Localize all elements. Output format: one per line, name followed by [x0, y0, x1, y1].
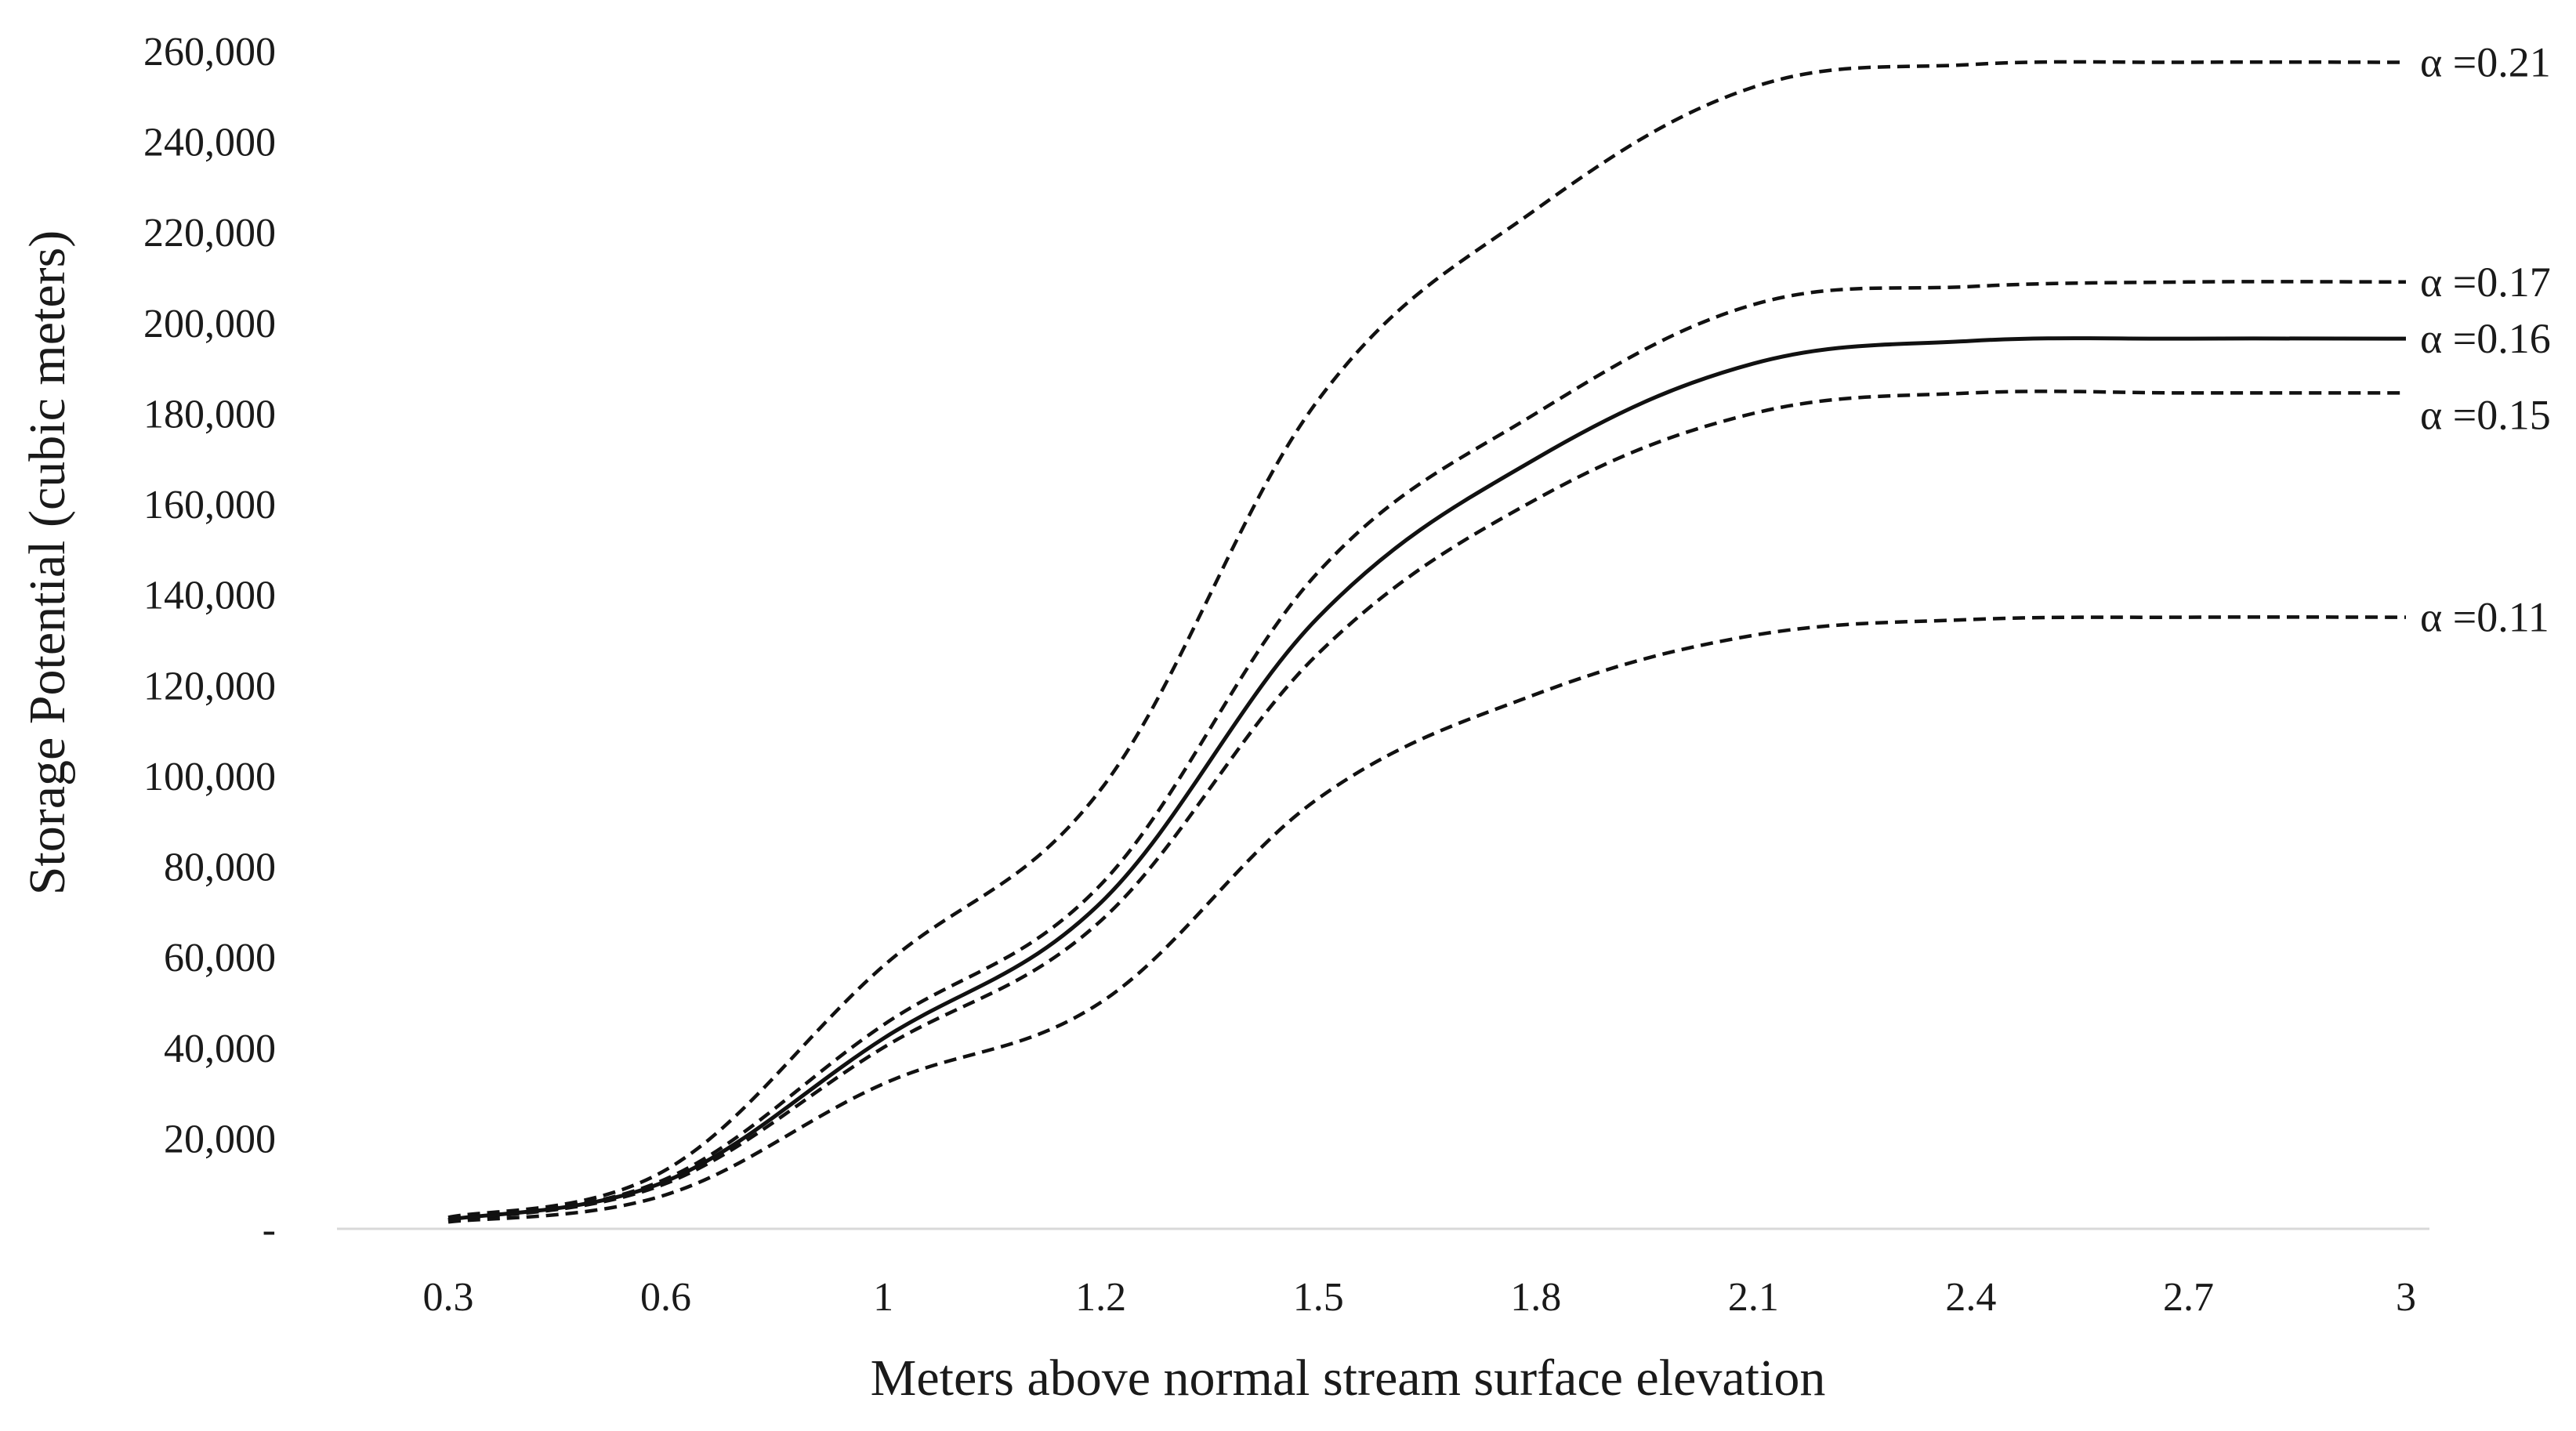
x-tick-label: 1.2 [1075, 1275, 1126, 1320]
y-tick-label: 200,000 [143, 302, 276, 346]
series-label: α =0.11 [2420, 594, 2549, 641]
x-tick-label: 1.5 [1293, 1275, 1344, 1320]
series-line [447, 389, 2406, 1223]
y-tick-label: 220,000 [143, 211, 276, 255]
series-line [447, 60, 2407, 1219]
series-line [447, 336, 2407, 1222]
series-label: α =0.16 [2420, 315, 2551, 362]
series-label: α =0.17 [2420, 259, 2551, 306]
y-tick-label: - [263, 1208, 276, 1252]
series-label: α =0.15 [2420, 391, 2551, 438]
y-tick-label: 260,000 [143, 30, 276, 74]
y-tick-label: 20,000 [164, 1117, 276, 1161]
x-axis-title: Meters above normal stream surface eleva… [871, 1349, 1826, 1407]
y-tick-label: 40,000 [164, 1027, 276, 1071]
y-tick-label: 160,000 [143, 483, 276, 527]
y-tick-label: 180,000 [143, 392, 276, 437]
series-line [447, 615, 2407, 1224]
x-tick-label: 2.1 [1728, 1275, 1779, 1320]
x-tick-label: 1.8 [1510, 1275, 1561, 1320]
x-tick-label: 0.6 [640, 1275, 691, 1320]
y-axis-title: Storage Potential (cubic meters) [19, 230, 76, 896]
x-tick-label: 3 [2396, 1275, 2416, 1320]
series-lines [447, 60, 2407, 1224]
y-tick-label: 120,000 [143, 664, 276, 708]
series-labels: α =0.21 α =0.17 α =0.16 α =0.15 α =0.11 [2420, 38, 2551, 640]
series-line [447, 280, 2407, 1222]
y-tick-label: 60,000 [164, 936, 276, 980]
x-tick-label: 2.4 [1945, 1275, 1996, 1320]
y-tick-label: 100,000 [143, 755, 276, 799]
y-tick-label: 240,000 [143, 121, 276, 165]
series-label: α =0.21 [2420, 38, 2551, 85]
x-tick-label: 2.7 [2163, 1275, 2214, 1320]
y-tick-label: 140,000 [143, 574, 276, 618]
x-axis-ticks: 0.3 0.6 1 1.2 1.5 1.8 2.1 2.4 2.7 3 [423, 1275, 2417, 1320]
x-tick-label: 0.3 [423, 1275, 474, 1320]
y-axis-ticks: - 20,000 40,000 60,000 80,000 100,000 120,000 1… [143, 30, 2429, 1252]
x-tick-label: 1 [873, 1275, 893, 1320]
y-tick-label: 80,000 [164, 846, 276, 890]
